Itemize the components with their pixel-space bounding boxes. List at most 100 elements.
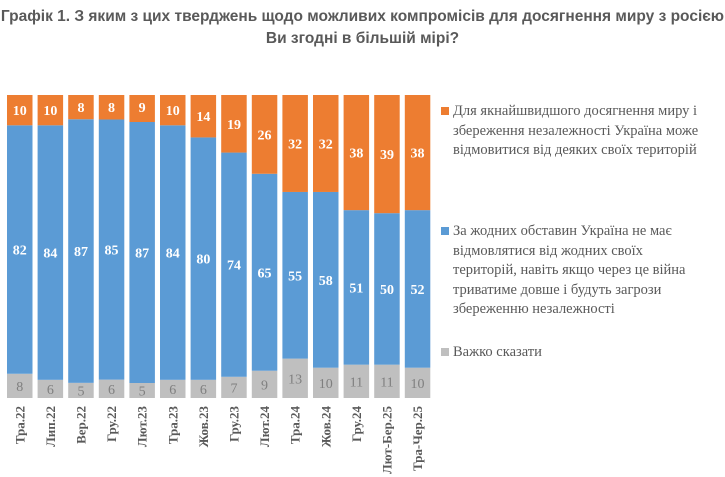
chart-title: Графік 1. З яким з цих тверджень щодо мо…	[0, 8, 725, 47]
data-label: 80	[196, 253, 210, 268]
bar-segment	[7, 95, 33, 126]
data-label: 11	[350, 375, 363, 390]
data-label: 38	[411, 147, 425, 162]
data-label: 14	[196, 110, 210, 125]
data-label: 10	[13, 104, 27, 119]
bar-segment	[251, 370, 278, 398]
bar-segment	[37, 125, 64, 380]
bar-segment	[313, 367, 339, 398]
bar-segment	[343, 95, 370, 211]
bar-segment	[282, 358, 308, 398]
data-label: 38	[349, 147, 363, 162]
data-label: 9	[261, 378, 268, 393]
data-label: 9	[139, 101, 146, 116]
data-label: 6	[169, 383, 176, 398]
bar-segment	[221, 152, 247, 377]
bar-segment	[37, 95, 64, 126]
category-label: Лют.24	[257, 406, 272, 448]
data-label: 50	[380, 283, 394, 298]
data-label: 10	[43, 104, 57, 119]
bar-segment	[282, 95, 308, 192]
category-label: Тра.24	[288, 406, 303, 445]
bar-segment	[251, 95, 278, 174]
bar-segment	[7, 125, 33, 374]
bar-segment	[129, 95, 155, 122]
bar-segment	[374, 95, 400, 214]
data-label: 11	[380, 375, 393, 390]
legend-label: Важко сказати	[453, 344, 542, 360]
bar-segment	[404, 367, 431, 398]
bar-segment	[282, 191, 308, 359]
legend-swatch	[441, 107, 449, 115]
category-label: Тра.22	[12, 406, 27, 444]
category-label: Гру.22	[104, 406, 119, 442]
data-label: 39	[380, 148, 394, 163]
category-label: Жов.23	[196, 406, 211, 448]
data-label: 84	[166, 247, 180, 262]
bar-segment	[251, 173, 278, 371]
stacked-bar-plot: 88210Тра.2268410Лип.225878Вер.226858Гру.…	[7, 95, 431, 475]
bar-segment	[313, 95, 339, 192]
bar-segment	[160, 125, 186, 380]
bar-segment	[313, 191, 339, 368]
bar-segment	[374, 213, 400, 365]
data-label: 6	[200, 383, 207, 398]
category-label: Вер.22	[73, 406, 88, 444]
bar-segment	[374, 364, 400, 398]
bar-segment	[98, 379, 125, 398]
data-label: 10	[411, 377, 425, 392]
bar-segment	[68, 95, 94, 120]
data-label: 19	[227, 118, 241, 133]
bar-segment	[221, 95, 247, 153]
data-label: 74	[227, 259, 241, 274]
bar-segment	[190, 95, 217, 138]
legend-item: За жодних обставин Україна не має відмов…	[441, 222, 701, 320]
legend-label: За жодних обставин Україна не має відмов…	[453, 223, 686, 317]
bar-segment	[98, 119, 125, 380]
data-label: 87	[74, 245, 88, 260]
category-label: Лют-Бер.25	[379, 406, 394, 475]
category-label: Лют.23	[135, 406, 150, 448]
bar-segment	[129, 383, 155, 398]
bar-segment	[404, 210, 431, 368]
data-label: 84	[43, 247, 57, 262]
bar-segment	[129, 122, 155, 383]
category-label: Жов.24	[318, 406, 333, 448]
bar-segment	[98, 95, 125, 120]
legend-label: Для якнайшвидшого досягнення миру і збер…	[453, 103, 699, 158]
legend-swatch	[441, 348, 449, 356]
bar-segment	[68, 382, 94, 398]
legend-swatch	[441, 227, 449, 235]
category-label: Гру.24	[349, 406, 364, 442]
data-label: 8	[108, 101, 115, 116]
data-label: 32	[319, 137, 333, 152]
bar-segment	[221, 376, 247, 398]
bar-segment	[190, 379, 217, 398]
bar-segment	[343, 210, 370, 365]
data-label: 32	[288, 137, 302, 152]
bar-segment	[160, 95, 186, 126]
legend-item: Важко сказати	[441, 343, 701, 363]
data-label: 55	[288, 269, 302, 284]
data-label: 6	[108, 383, 115, 398]
data-label: 5	[77, 384, 84, 399]
bar-segment	[160, 379, 186, 398]
category-label: Тра-Чер.25	[410, 406, 425, 472]
bar-segment	[7, 373, 33, 398]
data-label: 87	[135, 247, 149, 262]
data-label: 7	[230, 381, 237, 396]
data-label: 51	[349, 281, 363, 296]
bar-segment	[190, 137, 217, 380]
data-label: 82	[13, 244, 27, 259]
data-label: 13	[288, 372, 302, 387]
bar-segment	[343, 364, 370, 398]
data-label: 8	[16, 380, 23, 395]
bar-segment	[37, 379, 64, 398]
data-label: 6	[47, 383, 54, 398]
data-label: 58	[319, 274, 333, 289]
data-label: 85	[105, 244, 119, 259]
data-label: 8	[77, 101, 84, 116]
bar-segment	[68, 119, 94, 383]
category-label: Тра.23	[165, 406, 180, 445]
